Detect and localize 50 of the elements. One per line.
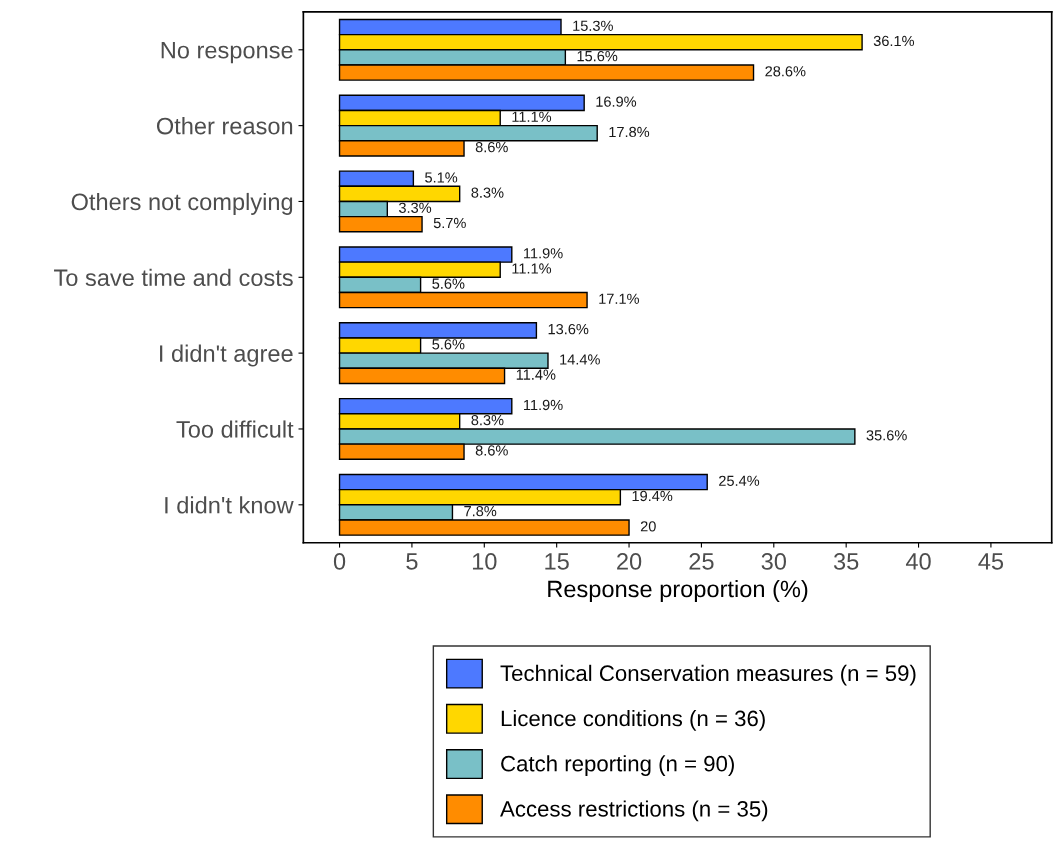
y-tick-label: No response	[161, 42, 293, 64]
data-label: 11.9%	[524, 399, 563, 411]
data-label: 13.6%	[548, 323, 589, 335]
data-label: 20	[640, 521, 656, 532]
x-tick-label: 30	[761, 553, 786, 570]
data-label: 28.6%	[765, 66, 806, 77]
legend-label: Technical Conservation measures (n = 59)	[500, 664, 916, 686]
x-tick-label: 0	[333, 553, 346, 570]
data-label: 15.3%	[573, 20, 613, 31]
data-label: 25.4%	[719, 475, 760, 486]
x-tick-label: 5	[406, 553, 418, 570]
data-label: 16.9%	[596, 96, 637, 107]
data-label: 17.8%	[609, 126, 650, 138]
y-tick-label: Others not complying	[71, 192, 293, 215]
y-tick-label: To save time and costs	[54, 268, 293, 287]
data-label: 17.1%	[599, 293, 640, 304]
data-label: 36.1%	[873, 35, 915, 47]
data-label: 3.3%	[398, 202, 432, 213]
data-label: 19.4%	[632, 490, 673, 502]
legend-label: Licence conditions (n = 36)	[501, 710, 765, 731]
data-label: 8.3%	[471, 414, 504, 426]
data-label: 11.1%	[512, 263, 552, 274]
data-label: 15.6%	[577, 50, 618, 62]
x-tick-label: 20	[617, 553, 642, 570]
data-label: 8.6%	[475, 141, 508, 153]
x-tick-label: 25	[689, 553, 714, 570]
y-tick-label: I didn't know	[165, 496, 294, 514]
y-tick-label: Other reason	[156, 117, 293, 135]
x-axis-title: Response proportion (%)	[548, 580, 808, 603]
data-label: 5.6%	[432, 339, 465, 350]
x-tick-label: 15	[545, 553, 569, 570]
data-label: 5.1%	[425, 172, 458, 183]
data-label: 11.9%	[524, 248, 563, 259]
data-label: 8.6%	[475, 445, 508, 456]
data-label: 14.4%	[560, 354, 600, 365]
x-tick-label: 40	[905, 553, 931, 570]
x-tick-label: 45	[978, 553, 1004, 570]
data-label: 8.3%	[471, 187, 504, 198]
data-label: 11.4%	[516, 369, 556, 380]
legend-label: Catch reporting (n = 90)	[501, 755, 734, 776]
data-label: 7.8%	[464, 505, 497, 517]
x-tick-label: 35	[833, 553, 859, 570]
legend-label: Access restrictions (n = 35)	[500, 800, 768, 822]
x-tick-label: 10	[472, 553, 497, 570]
data-label: 5.6%	[432, 278, 465, 289]
data-label: 35.6%	[866, 430, 907, 441]
y-tick-label: I didn't agree	[160, 344, 293, 367]
y-tick-label: Too difficult	[176, 420, 294, 438]
data-label: 5.7%	[433, 217, 466, 229]
data-label: 11.1%	[512, 111, 552, 122]
